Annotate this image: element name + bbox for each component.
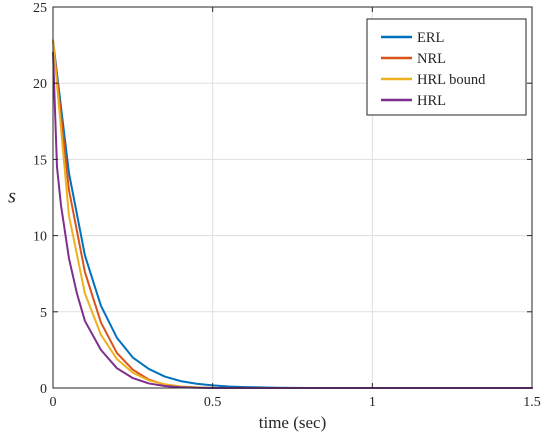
y-tick-label: 15 [33,153,47,168]
y-tick-label: 0 [40,382,47,397]
y-axis-label: s [8,186,16,208]
legend-label: HRL [417,93,446,109]
x-tick-label: 0 [50,395,57,410]
x-axis-label: time (sec) [259,413,327,432]
axis-ticks: 0 0.5 1 1.5 0 5 10 15 20 25 [33,1,541,410]
y-tick-label: 10 [33,230,47,245]
legend-label: ERL [417,30,444,46]
x-tick-label: 0.5 [204,395,222,410]
plot-area-frame [52,6,533,389]
legend-label: NRL [417,51,446,67]
y-tick-label: 20 [33,77,47,92]
legend: ERL NRL HRL bound HRL [366,18,527,116]
x-tick-label: 1 [369,395,376,410]
y-tick-label: 5 [40,306,47,321]
x-tick-label: 1.5 [523,395,541,410]
y-tick-label: 25 [33,1,47,16]
legend-label: HRL bound [417,72,486,88]
